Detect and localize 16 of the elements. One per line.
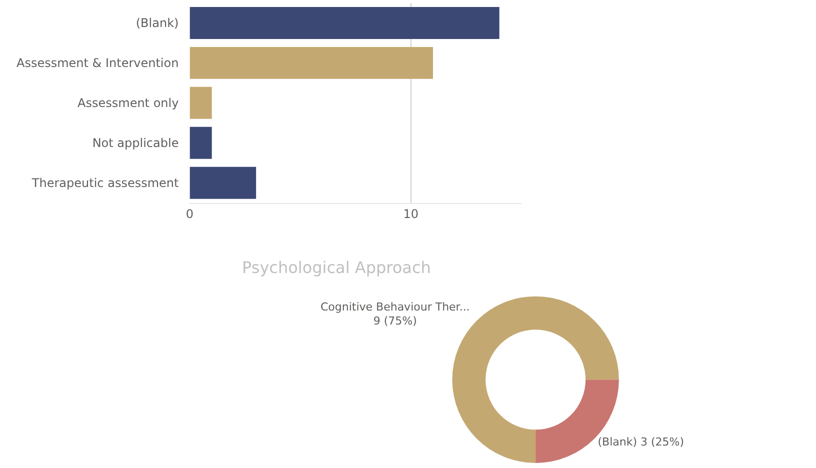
data-label: 9 (75%) (373, 314, 417, 328)
y-tick-label: Assessment & Intervention (16, 56, 179, 70)
y-tick-label: (Blank) (136, 16, 179, 30)
bar (190, 6, 500, 39)
x-tick-label: 10 (403, 207, 419, 222)
y-tick-label: Therapeutic assessment (30, 176, 180, 190)
y-tick-label: Assessment only (78, 96, 179, 110)
chart-title: Psychological Approach (242, 258, 431, 277)
bar (190, 166, 256, 199)
x-tick-label: 0 (186, 207, 194, 222)
slice-label: (Blank) 3 (25%) (598, 435, 684, 448)
y-tick-label: Not applicable (92, 136, 179, 150)
slice-label: Cognitive Behaviour Ther... (320, 300, 470, 314)
bar (190, 86, 212, 119)
bar (190, 126, 212, 159)
bar (190, 46, 433, 79)
